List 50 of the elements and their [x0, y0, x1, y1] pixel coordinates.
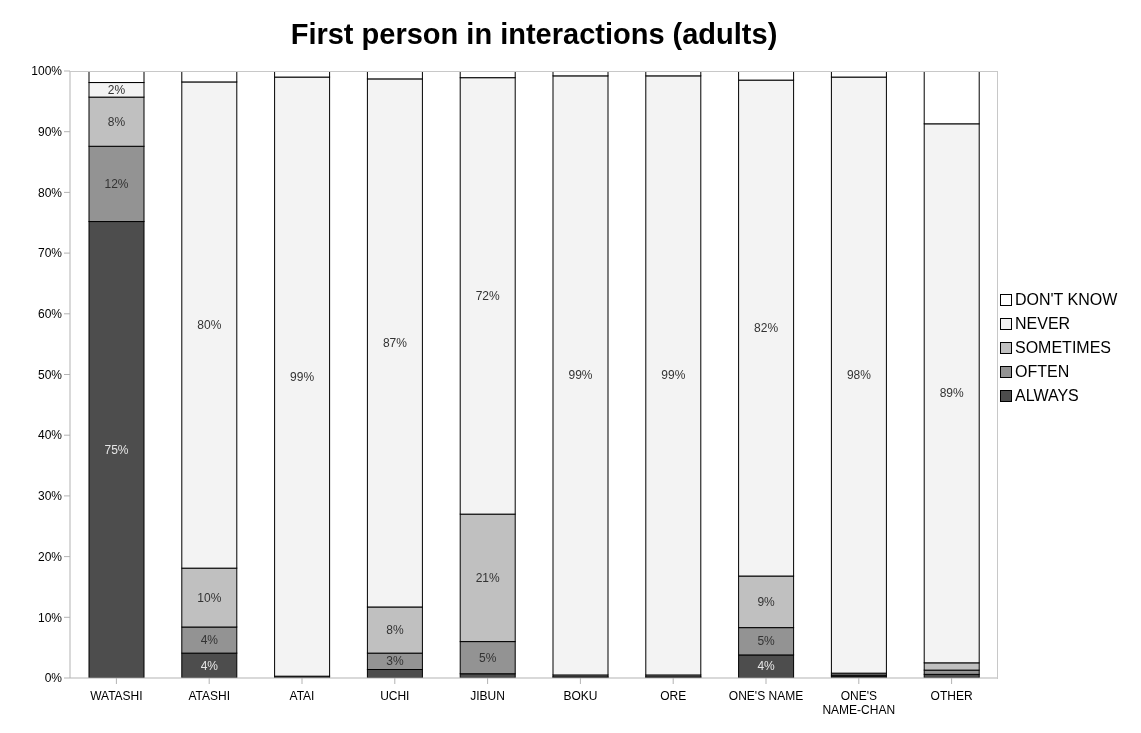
data-label: 12%: [104, 176, 129, 191]
data-label: 99%: [290, 369, 315, 384]
x-tick-label: ONE'S NAME-CHAN: [822, 689, 896, 717]
data-label: 2%: [107, 82, 126, 97]
legend-label: OFTEN: [1015, 363, 1070, 381]
data-label: 87%: [382, 335, 408, 350]
x-tick-label: ORE: [660, 689, 687, 703]
data-label: 4%: [200, 658, 219, 673]
y-tick-label: 80%: [37, 185, 63, 200]
data-label: 9%: [757, 594, 776, 609]
y-tick-label: 10%: [37, 610, 63, 625]
legend-label: NEVER: [1015, 315, 1071, 333]
data-label: 99%: [661, 368, 686, 383]
data-label: 8%: [386, 623, 404, 638]
y-tick-label: 30%: [37, 489, 63, 504]
data-label: 21%: [475, 570, 501, 585]
y-tick-label: 70%: [37, 246, 63, 261]
data-label: 8%: [107, 114, 126, 129]
y-tick-label: 100%: [31, 64, 63, 79]
y-tick-label: 50%: [37, 367, 63, 382]
data-label: 80%: [197, 318, 222, 333]
data-label: 89%: [939, 386, 965, 401]
x-tick-label: ONE'S NAME: [728, 689, 804, 703]
data-label: 98%: [846, 368, 872, 383]
x-tick-label: ATAI: [289, 689, 315, 703]
data-label: 75%: [104, 442, 129, 457]
chart-title: First person in interactions (adults): [289, 18, 779, 51]
data-label: 5%: [757, 634, 776, 649]
x-tick-label: BOKU: [563, 689, 598, 703]
data-label: 10%: [197, 590, 222, 605]
y-tick-label: 0%: [44, 671, 63, 686]
data-label: 99%: [568, 368, 593, 383]
data-label: 82%: [754, 321, 779, 336]
data-label: 3%: [386, 654, 404, 669]
y-tick-label: 40%: [37, 428, 63, 443]
x-tick-label: WATASHI: [90, 689, 143, 703]
y-tick-label: 90%: [37, 124, 63, 139]
legend-label: SOMETIMES: [1015, 339, 1112, 357]
y-tick-label: 60%: [37, 307, 63, 322]
x-tick-label: ATASHI: [188, 689, 230, 703]
data-label: 4%: [200, 633, 219, 648]
x-tick-label: OTHER: [930, 689, 973, 703]
data-label: 72%: [475, 288, 501, 303]
x-tick-label: JIBUN: [470, 689, 505, 703]
x-tick-label: UCHI: [380, 689, 410, 703]
data-label: 5%: [479, 650, 497, 665]
y-tick-label: 20%: [37, 549, 63, 564]
legend-label: DON'T KNOW: [1015, 291, 1118, 309]
legend-label: ALWAYS: [1015, 387, 1079, 405]
data-label: 4%: [757, 659, 776, 674]
